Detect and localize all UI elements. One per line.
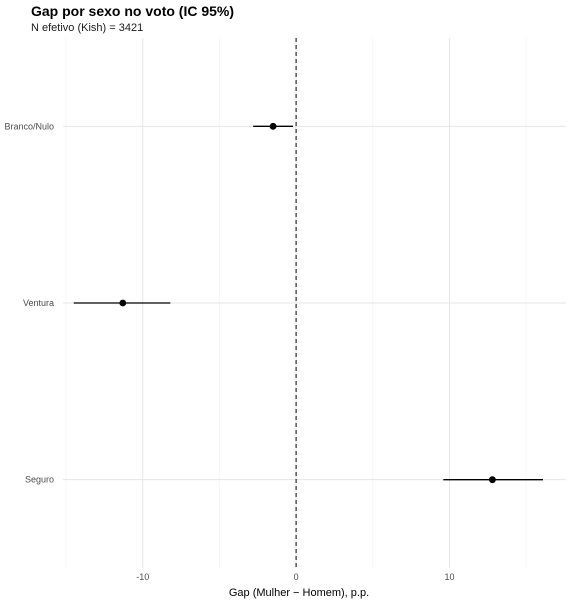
y-tick-label: Ventura bbox=[23, 298, 54, 308]
x-axis-title: Gap (Mulher − Homem), p.p. bbox=[229, 587, 369, 599]
y-tick-label: Branco/Nulo bbox=[4, 121, 54, 131]
y-tick-label: Seguro bbox=[25, 475, 54, 485]
x-tick-label: -10 bbox=[136, 572, 149, 582]
marks-layer bbox=[73, 122, 543, 484]
x-tick-label: 10 bbox=[444, 572, 454, 582]
labels-layer: Branco/Nulo Ventura Seguro -10 0 10 bbox=[4, 121, 454, 582]
estimate-point bbox=[488, 476, 496, 484]
chart-subtitle: N efetivo (Kish) = 3421 bbox=[31, 22, 144, 34]
estimate-point bbox=[269, 122, 277, 130]
chart-title: Gap por sexo no voto (IC 95%) bbox=[31, 3, 235, 19]
estimate-point bbox=[119, 299, 127, 307]
x-tick-label: 0 bbox=[294, 572, 299, 582]
